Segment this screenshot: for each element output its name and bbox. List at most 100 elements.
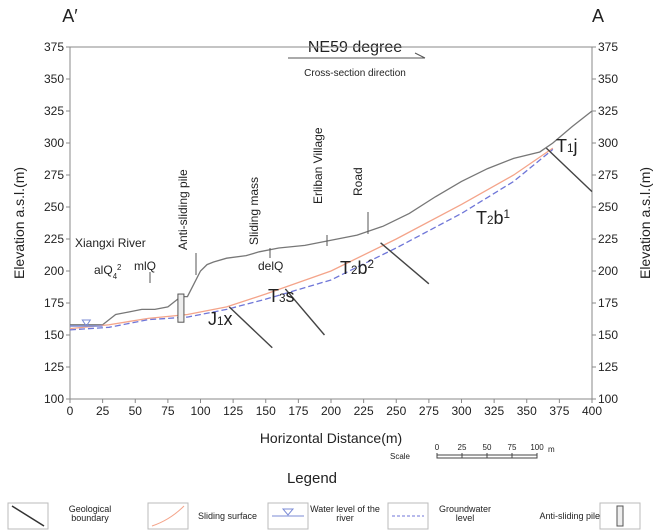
section-start: A′ — [62, 6, 78, 26]
annotation: Road — [351, 167, 365, 196]
direction-arrow-head — [415, 53, 425, 58]
chart: A′ A NE59 degree Cross-section direction… — [0, 0, 669, 532]
annotation: T1j — [556, 136, 578, 156]
x-tick-label: 325 — [484, 404, 504, 418]
plot-frame — [70, 47, 592, 399]
x-tick-label: 150 — [256, 404, 276, 418]
x-tick-label: 25 — [96, 404, 110, 418]
x-tick-label: 50 — [129, 404, 143, 418]
scale-tick-label: 25 — [458, 443, 467, 452]
direction-subtitle: Cross-section direction — [304, 68, 406, 79]
y-tick-label: 225 — [44, 232, 64, 246]
legend-label: Geological boundary — [50, 505, 130, 523]
y2-tick-label: 250 — [598, 200, 618, 214]
annotation-part: x — [224, 309, 233, 329]
annotation: Xiangxi River — [75, 236, 146, 250]
y2-tick-label: 300 — [598, 136, 618, 150]
annotation-part: b — [494, 208, 504, 228]
x-tick-label: 75 — [161, 404, 175, 418]
annotation-part: T — [268, 286, 279, 306]
annotation-part: 1 — [504, 208, 511, 221]
annotation: Sliding mass — [247, 177, 261, 245]
annotation-part: b — [358, 258, 368, 278]
annotation: Erliban Village — [311, 127, 325, 204]
y-tick-label: 100 — [44, 392, 64, 406]
y-tick-label: 300 — [44, 136, 64, 150]
annotation: T2b1 — [476, 208, 510, 229]
legend-title: Legend — [287, 470, 337, 487]
y-tick-label: 200 — [44, 264, 64, 278]
annotation: delQ — [258, 259, 283, 273]
y-tick-label: 375 — [44, 40, 64, 54]
annotation: mlQ — [134, 259, 156, 273]
annotation-part: Erliban Village — [311, 127, 325, 204]
anti-sliding-pile — [178, 294, 184, 322]
legend-label: Anti-sliding pile — [520, 512, 600, 521]
annotation: alQ42 — [94, 263, 121, 281]
y-tick-label: 150 — [44, 328, 64, 342]
annotation-part: s — [286, 286, 295, 306]
annotation-part: J — [208, 309, 217, 329]
geological-boundary — [381, 243, 429, 284]
x-tick-label: 250 — [386, 404, 406, 418]
y2-tick-label: 150 — [598, 328, 618, 342]
scale-label: Scale — [390, 452, 411, 461]
x-tick-label: 350 — [517, 404, 537, 418]
annotation-part: T — [476, 208, 487, 228]
scale-tick-label: 0 — [435, 443, 440, 452]
x-tick-label: 225 — [354, 404, 374, 418]
annotation: Anti-sliding pile — [176, 169, 190, 250]
x-tick-label: 275 — [419, 404, 439, 418]
y-tick-label: 275 — [44, 168, 64, 182]
annotation-part: j — [573, 136, 578, 156]
y2-tick-label: 350 — [598, 72, 618, 86]
y2-tick-label: 275 — [598, 168, 618, 182]
x-axis-label: Horizontal Distance(m) — [260, 430, 402, 446]
x-tick-label: 125 — [223, 404, 243, 418]
y2-tick-label: 200 — [598, 264, 618, 278]
scale-tick-label: 75 — [508, 443, 517, 452]
annotation-part: mlQ — [134, 259, 156, 273]
x-tick-label: 400 — [582, 404, 602, 418]
annotation-part: delQ — [258, 259, 283, 273]
y2-tick-label: 325 — [598, 104, 618, 118]
annotation: T2b2 — [340, 258, 374, 279]
annotation-part: 4 — [113, 272, 118, 281]
annotation: J1x — [208, 309, 233, 329]
x-tick-label: 0 — [67, 404, 74, 418]
y-tick-label: 325 — [44, 104, 64, 118]
y2-tick-label: 125 — [598, 360, 618, 374]
legend-pile-symbol — [617, 506, 623, 526]
section-end: A — [592, 6, 604, 26]
annotation-part: 2 — [368, 258, 375, 271]
scale-tick-label: 100 — [530, 443, 544, 452]
figure: A′ A NE59 degree Cross-section direction… — [0, 0, 669, 532]
x-tick-label: 375 — [549, 404, 569, 418]
y2-axis-label: Elevation a.s.l.(m) — [637, 167, 653, 279]
y-tick-label: 125 — [44, 360, 64, 374]
x-tick-label: 175 — [288, 404, 308, 418]
y-axis-label: Elevation a.s.l.(m) — [11, 167, 27, 279]
y-tick-label: 175 — [44, 296, 64, 310]
series-line — [70, 111, 592, 325]
x-tick-label: 100 — [190, 404, 210, 418]
annotation-part: Sliding mass — [247, 177, 261, 245]
legend-label: Sliding surface — [190, 512, 265, 521]
annotation-part: 2 — [117, 263, 121, 272]
annotation-part: T — [556, 136, 567, 156]
y-tick-label: 350 — [44, 72, 64, 86]
y2-tick-label: 225 — [598, 232, 618, 246]
annotation-part: Xiangxi River — [75, 236, 146, 250]
y-tick-label: 250 — [44, 200, 64, 214]
y2-tick-label: 100 — [598, 392, 618, 406]
scale-unit: m — [548, 445, 555, 454]
geological-boundary — [229, 307, 272, 348]
x-tick-label: 200 — [321, 404, 341, 418]
annotation-part: alQ — [94, 263, 113, 277]
annotation-part: Anti-sliding pile — [176, 169, 190, 250]
legend-label: Water level of the river — [310, 505, 380, 523]
annotation-part: T — [340, 258, 351, 278]
annotation-part: Road — [351, 167, 365, 196]
legend-label: Groundwater level — [430, 505, 500, 523]
y2-tick-label: 375 — [598, 40, 618, 54]
